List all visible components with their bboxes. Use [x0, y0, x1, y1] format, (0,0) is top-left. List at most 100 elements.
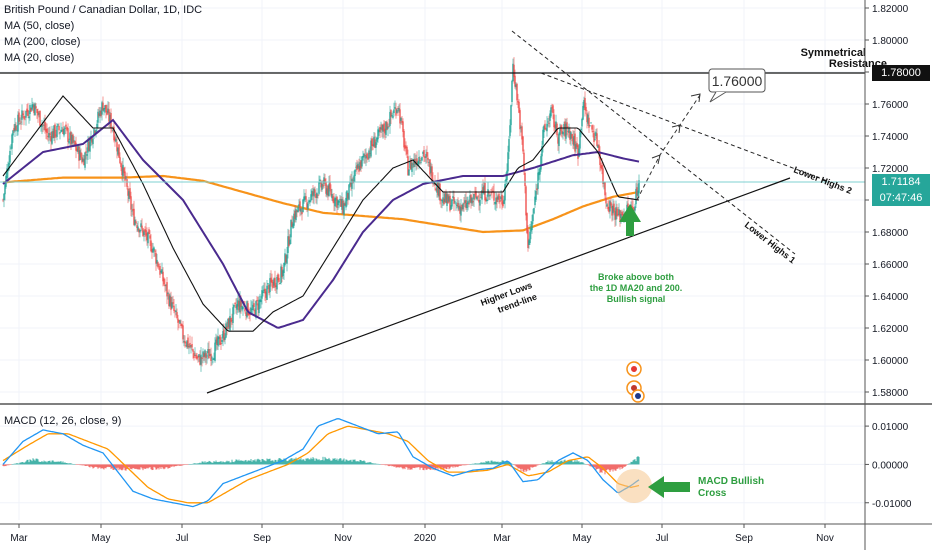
candle-body — [116, 142, 118, 152]
lower-highs-1-line[interactable] — [511, 30, 796, 255]
macd-histogram-bar — [337, 460, 339, 465]
macd-histogram-bar — [123, 464, 125, 468]
macd-histogram-bar — [412, 464, 414, 468]
candle-body — [51, 131, 53, 144]
candle-body — [168, 294, 170, 307]
macd-histogram-bar — [216, 461, 218, 465]
macd-histogram-bar — [317, 460, 319, 465]
macd-histogram-bar — [497, 461, 499, 465]
target-box[interactable] — [708, 68, 766, 93]
macd-histogram-bar — [231, 459, 233, 465]
macd-histogram-bar — [263, 460, 265, 465]
macd-histogram-bar — [356, 461, 358, 465]
event-markers[interactable] — [626, 361, 645, 403]
macd-histogram-bar — [463, 464, 465, 466]
macd-histogram-bar — [152, 464, 154, 470]
macd-histogram-bar — [240, 460, 242, 465]
macd-histogram-bar — [435, 464, 437, 470]
candle-body — [269, 278, 271, 293]
macd-histogram-bar — [118, 464, 120, 471]
macd-histogram-bar — [602, 464, 604, 471]
macd-histogram-bar — [138, 464, 140, 470]
symbol-title[interactable]: British Pound / Canadian Dollar, 1D, IDC — [4, 4, 203, 16]
macd-histogram-bar — [305, 458, 307, 465]
macd-axis[interactable]: 0.01000 0.00000 -0.01000 — [865, 422, 912, 510]
candle-body — [578, 148, 580, 157]
macd-histogram-bar — [364, 461, 366, 465]
candle-body — [66, 127, 68, 130]
higher-lows-trendline[interactable] — [206, 177, 791, 394]
macd-histogram-bar — [242, 460, 244, 465]
candle-body — [342, 200, 344, 214]
macd-histogram-bar — [617, 464, 619, 469]
candle-body — [438, 183, 440, 197]
candle-body — [608, 206, 610, 212]
candle-body — [516, 83, 518, 101]
candle-body — [280, 266, 282, 283]
candle-body — [16, 130, 18, 132]
macd-histogram-bar — [362, 460, 364, 465]
candle-body — [277, 274, 279, 281]
candle-body — [389, 111, 391, 126]
candle-body — [569, 130, 571, 140]
macd-histogram-bar — [198, 463, 200, 465]
candle-body — [477, 196, 479, 198]
macd-legend[interactable]: MACD (12, 26, close, 9) — [4, 415, 122, 427]
candle-body — [252, 304, 254, 311]
candle-body — [304, 196, 306, 200]
ma200-legend[interactable]: MA (200, close) — [4, 36, 81, 48]
candle-body — [504, 184, 506, 201]
candle-body — [3, 193, 5, 201]
macd-histogram-bar — [525, 464, 527, 472]
ma20-legend[interactable]: MA (20, close) — [4, 52, 75, 64]
price-tick-label: 1.76000 — [872, 100, 909, 111]
macd-histogram-bar — [68, 463, 70, 465]
candle-body — [306, 202, 308, 209]
time-tick-label: May — [92, 533, 111, 544]
candle-body — [521, 126, 523, 140]
macd-histogram-bar — [272, 460, 274, 465]
macd-histogram-bar — [109, 464, 111, 467]
time-tick-label: Nov — [334, 533, 352, 544]
macd-histogram-bar — [411, 464, 413, 470]
candle-body — [619, 210, 621, 222]
candle-body — [235, 305, 237, 309]
candle-body — [508, 138, 510, 152]
macd-histogram-bar — [375, 463, 377, 465]
candle-body — [128, 191, 130, 199]
candle-body — [117, 147, 119, 155]
projection-path — [636, 94, 701, 201]
lower-highs-2-line[interactable] — [540, 72, 831, 183]
macd-histogram-bar — [187, 464, 189, 465]
candle-body — [308, 200, 310, 203]
macd-histogram-bar — [32, 458, 34, 465]
macd-histogram-bar — [73, 464, 75, 465]
candle-body — [396, 109, 398, 113]
macd-histogram-bar — [179, 464, 181, 466]
candle-body — [272, 281, 274, 288]
price-tick-label: 1.72000 — [872, 164, 909, 175]
macd-histogram-bar — [612, 464, 614, 472]
candle-body — [163, 278, 165, 285]
time-axis[interactable]: Mar May Jul Sep Nov 2020 Mar May Jul Sep Nov — [10, 524, 834, 544]
macd-histogram-bar — [164, 464, 166, 469]
ma50-legend[interactable]: MA (50, close) — [4, 20, 75, 32]
candle-body — [318, 181, 320, 194]
candle-body — [123, 167, 125, 174]
macd-histogram-bar — [80, 464, 82, 466]
candle-body — [420, 161, 422, 163]
candle-body — [158, 268, 160, 270]
macd-histogram-bar — [461, 464, 463, 466]
candle-body — [223, 329, 225, 341]
candle-body — [557, 137, 559, 144]
macd-histogram-bar — [233, 462, 235, 465]
macd-histogram-bar — [114, 464, 116, 468]
macd-histogram-bar — [558, 462, 560, 465]
candle-body — [298, 204, 300, 207]
macd-histogram-bar — [304, 461, 306, 465]
candle-body — [541, 146, 543, 157]
macd-histogram-bar — [84, 464, 86, 466]
macd-histogram-bar — [102, 464, 104, 469]
candle-body — [607, 206, 609, 210]
